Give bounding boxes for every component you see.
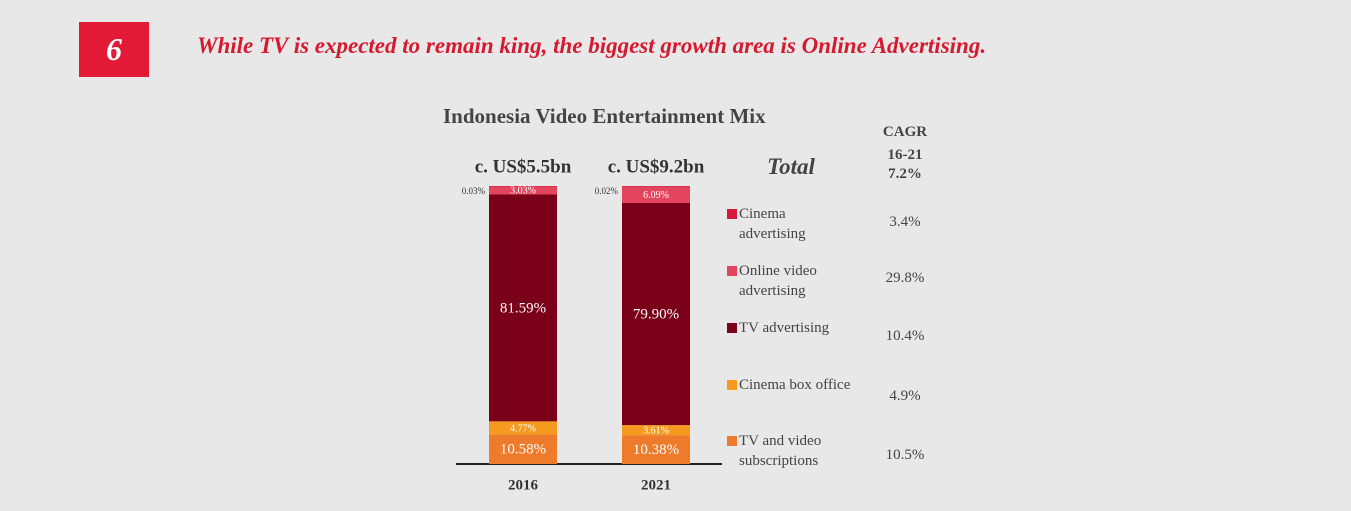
cagr-value: 29.8%: [885, 270, 925, 286]
value-label: 0.03%: [462, 186, 486, 196]
legend-swatch: [727, 323, 737, 333]
headline: While TV is expected to remain king, the…: [197, 33, 987, 58]
bar-segment: [622, 435, 690, 464]
cagr-value: 10.5%: [885, 447, 925, 463]
value-label: 81.59%: [500, 300, 546, 316]
legend-swatch: [727, 436, 737, 446]
legend-label: Cinema advertising: [739, 206, 806, 242]
value-label: 10.38%: [633, 442, 679, 458]
value-label: 6.09%: [643, 190, 669, 201]
cagr-value: 4.9%: [889, 388, 921, 404]
legend-swatch: [727, 380, 737, 390]
value-label: 79.90%: [633, 306, 679, 322]
bar-segment: [489, 194, 557, 422]
total-cagr: 7.2%: [888, 166, 922, 182]
bar-segment: [622, 186, 690, 203]
total-label: Total: [767, 154, 815, 179]
cagr-value: 3.4%: [889, 214, 921, 230]
category-total: c. US$9.2bn: [608, 156, 705, 177]
value-label: 3.61%: [643, 425, 669, 436]
bar-segment: [489, 186, 557, 195]
bar-segment: [489, 421, 557, 435]
cagr-value: 10.4%: [885, 328, 925, 344]
category-total: c. US$5.5bn: [475, 156, 572, 177]
cagr-header: CAGR 16-21: [882, 124, 928, 163]
value-label: 0.02%: [595, 186, 619, 196]
value-label: 10.58%: [500, 442, 546, 458]
number-badge: [79, 22, 149, 77]
bar-segment: [489, 434, 557, 464]
value-label: 3.03%: [510, 186, 536, 197]
bar-segment: [622, 202, 690, 426]
bar-segment: [489, 186, 557, 187]
bar-segment: [622, 186, 690, 187]
legend-label: TV advertising: [739, 320, 830, 336]
legend-swatch: [727, 266, 737, 276]
legend-swatch: [727, 209, 737, 219]
chart-title: Indonesia Video Entertainment Mix: [443, 104, 766, 128]
legend-label: Cinema box office: [739, 377, 851, 393]
value-label: 4.77%: [510, 423, 536, 434]
legend-label: TV and video subscriptions: [739, 433, 822, 469]
slide-number: 6: [106, 31, 122, 67]
bar-segment: [622, 425, 690, 436]
legend-label: Online video advertising: [739, 263, 817, 299]
x-tick-label: 2021: [641, 477, 671, 493]
x-tick-label: 2016: [508, 477, 539, 493]
